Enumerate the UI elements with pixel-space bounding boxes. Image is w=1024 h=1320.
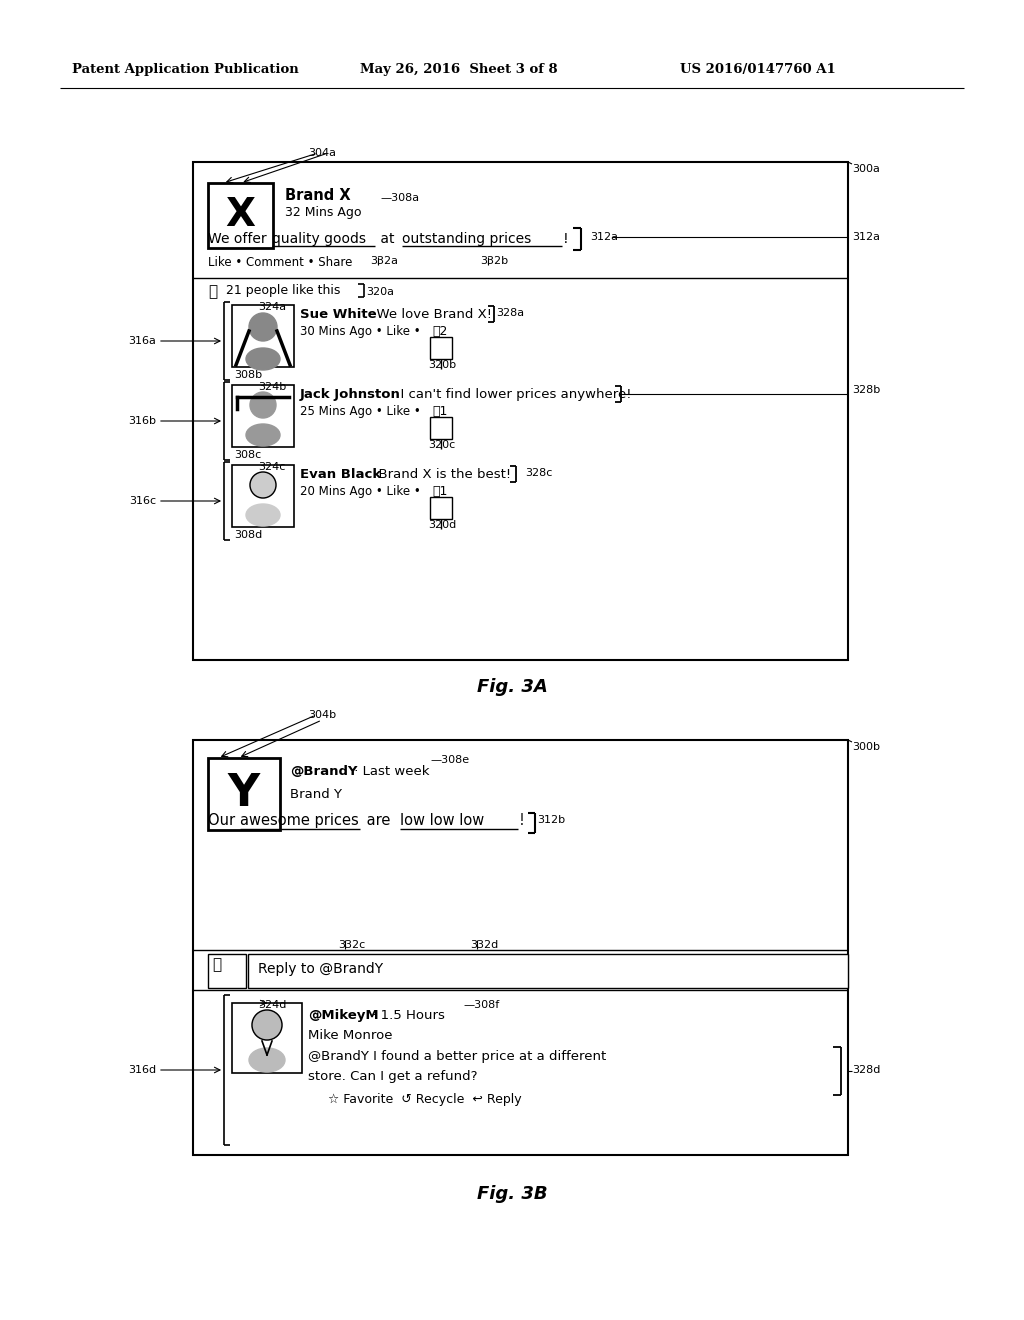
Text: 332a: 332a	[370, 256, 398, 267]
Circle shape	[250, 473, 276, 498]
Circle shape	[252, 1010, 282, 1040]
Text: ☆ Favorite  ↺ Recycle  ↩ Reply: ☆ Favorite ↺ Recycle ↩ Reply	[328, 1093, 521, 1106]
Text: 320c: 320c	[428, 440, 456, 450]
Text: 300b: 300b	[852, 742, 880, 752]
Text: Our: Our	[208, 813, 240, 828]
Text: quality goods: quality goods	[272, 232, 366, 246]
Text: store. Can I get a refund?: store. Can I get a refund?	[308, 1071, 477, 1082]
Bar	[208, 954, 246, 987]
Text: 32 Mins Ago: 32 Mins Ago	[285, 206, 361, 219]
Bar	[208, 183, 273, 248]
Text: Mike Monroe: Mike Monroe	[308, 1030, 392, 1041]
Text: —308a: —308a	[380, 193, 419, 203]
Text: 332d: 332d	[470, 940, 499, 950]
Ellipse shape	[246, 348, 280, 370]
Bar	[430, 337, 452, 359]
Text: May 26, 2016  Sheet 3 of 8: May 26, 2016 Sheet 3 of 8	[360, 63, 558, 77]
Text: Y: Y	[228, 772, 260, 816]
Text: !: !	[563, 232, 568, 246]
Bar	[430, 417, 452, 440]
Text: @BrandY: @BrandY	[290, 766, 357, 777]
Text: 320d: 320d	[428, 520, 457, 531]
Text: X: X	[225, 197, 256, 235]
Bar	[248, 954, 848, 987]
Text: 30 Mins Ago • Like •: 30 Mins Ago • Like •	[300, 325, 421, 338]
Bar	[232, 1003, 302, 1073]
Text: We offer: We offer	[208, 232, 271, 246]
Text: —308f: —308f	[463, 1001, 500, 1010]
Text: 312b: 312b	[537, 814, 565, 825]
Text: 316a: 316a	[128, 337, 156, 346]
Text: 332c: 332c	[338, 940, 366, 950]
Text: 308c: 308c	[234, 450, 261, 459]
Text: Like • Comment • Share: Like • Comment • Share	[208, 256, 352, 269]
Text: 304a: 304a	[308, 148, 336, 158]
Text: !: !	[519, 813, 525, 828]
Circle shape	[249, 313, 278, 341]
Text: 21 people like this: 21 people like this	[226, 284, 340, 297]
Text: 👍1: 👍1	[432, 405, 447, 418]
Text: @BrandY I found a better price at a different: @BrandY I found a better price at a diff…	[308, 1049, 606, 1063]
Text: I can't find lower prices anywhere!: I can't find lower prices anywhere!	[392, 388, 632, 401]
Text: 👍: 👍	[208, 284, 217, 300]
Text: Fig. 3A: Fig. 3A	[476, 678, 548, 696]
Text: 300a: 300a	[852, 164, 880, 174]
Text: 304b: 304b	[308, 710, 336, 719]
Text: Sue White: Sue White	[300, 308, 377, 321]
Text: Evan Black: Evan Black	[300, 469, 381, 480]
Text: 328c: 328c	[525, 469, 552, 478]
Text: @MikeyM: @MikeyM	[308, 1008, 379, 1022]
Text: 312a: 312a	[590, 232, 618, 242]
Text: 316c: 316c	[129, 496, 156, 506]
Circle shape	[250, 392, 276, 418]
Text: 320b: 320b	[428, 360, 456, 370]
Text: 324c: 324c	[258, 462, 286, 473]
Text: low low low: low low low	[400, 813, 484, 828]
Text: 316b: 316b	[128, 416, 156, 426]
Text: Brand X: Brand X	[285, 187, 350, 203]
Ellipse shape	[249, 1048, 285, 1072]
Text: 324a: 324a	[258, 302, 286, 312]
Bar	[193, 162, 848, 660]
Text: We love Brand X!: We love Brand X!	[368, 308, 492, 321]
Text: 20 Mins Ago • Like •: 20 Mins Ago • Like •	[300, 484, 421, 498]
Text: US 2016/0147760 A1: US 2016/0147760 A1	[680, 63, 836, 77]
Bar	[232, 305, 294, 367]
Text: 328b: 328b	[852, 385, 881, 395]
Text: Fig. 3B: Fig. 3B	[477, 1185, 547, 1203]
Text: —308e: —308e	[430, 755, 469, 766]
Text: awesome prices: awesome prices	[240, 813, 358, 828]
Text: · Last week: · Last week	[350, 766, 429, 777]
Text: 👍2: 👍2	[432, 325, 447, 338]
Ellipse shape	[246, 424, 280, 446]
Text: 332b: 332b	[480, 256, 508, 267]
Text: · 1.5 Hours: · 1.5 Hours	[368, 1008, 444, 1022]
Bar	[208, 758, 280, 830]
Text: 308d: 308d	[234, 531, 262, 540]
Text: Jack Johnston: Jack Johnston	[300, 388, 400, 401]
Text: 312a: 312a	[852, 232, 880, 242]
Bar	[232, 385, 294, 447]
Text: Patent Application Publication: Patent Application Publication	[72, 63, 299, 77]
Text: 308b: 308b	[234, 370, 262, 380]
Ellipse shape	[246, 504, 280, 525]
Text: are: are	[362, 813, 395, 828]
Text: at: at	[376, 232, 399, 246]
Text: 👍1: 👍1	[432, 484, 447, 498]
Bar	[193, 741, 848, 1155]
Text: Reply to @BrandY: Reply to @BrandY	[258, 962, 383, 975]
Text: 328d: 328d	[852, 1065, 881, 1074]
Text: 👤: 👤	[212, 957, 221, 972]
Text: 324b: 324b	[258, 381, 287, 392]
Bar	[430, 498, 452, 519]
Bar	[232, 465, 294, 527]
Text: outstanding prices: outstanding prices	[402, 232, 531, 246]
Text: 328a: 328a	[496, 308, 524, 318]
Text: Brand X is the best!: Brand X is the best!	[370, 469, 511, 480]
Text: 316d: 316d	[128, 1065, 156, 1074]
Text: 324d: 324d	[258, 1001, 287, 1010]
Text: 25 Mins Ago • Like •: 25 Mins Ago • Like •	[300, 405, 421, 418]
Text: 320a: 320a	[366, 286, 394, 297]
Text: Brand Y: Brand Y	[290, 788, 342, 801]
